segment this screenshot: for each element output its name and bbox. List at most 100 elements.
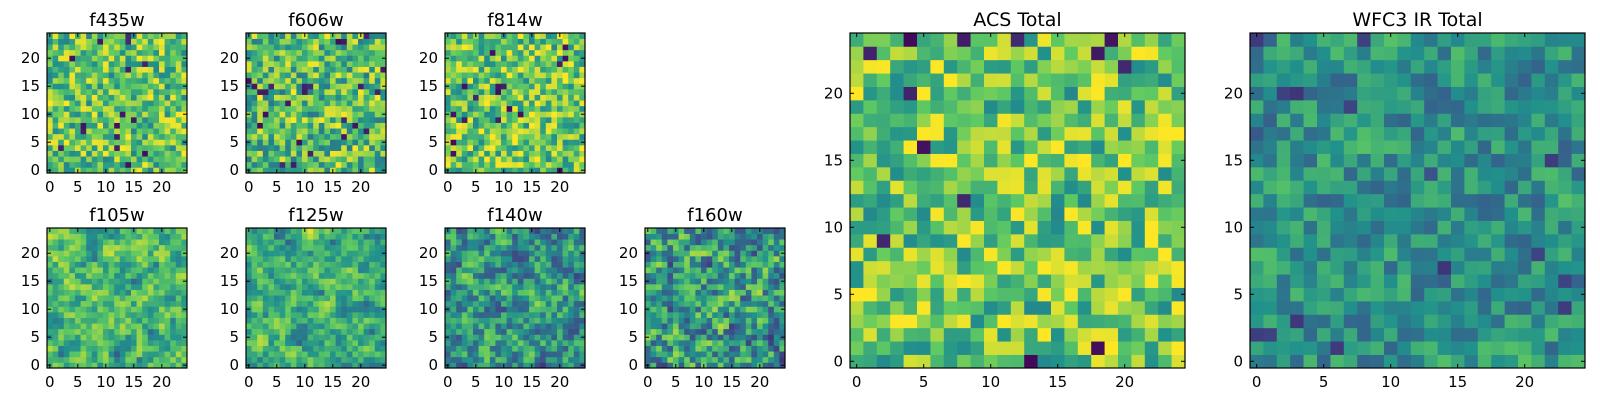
y-tick-label: 20 <box>220 244 239 262</box>
heatmap-cell <box>579 66 586 73</box>
heatmap-cell <box>461 267 468 274</box>
heatmap-cell <box>91 38 98 45</box>
heatmap-cell <box>131 345 137 352</box>
heatmap-cell <box>268 323 275 330</box>
heatmap-cell <box>257 244 264 251</box>
heatmap-cell <box>1091 180 1105 195</box>
heatmap-cell <box>346 256 353 262</box>
heatmap-cell <box>673 233 679 240</box>
heatmap-cell <box>650 362 657 369</box>
heatmap-cell <box>268 66 275 73</box>
heatmap-cell <box>1051 287 1065 302</box>
heatmap-cell <box>142 128 149 135</box>
heatmap-cell <box>142 83 149 90</box>
heatmap-cell <box>1064 153 1079 168</box>
heatmap-cell <box>262 94 269 101</box>
heatmap-cell <box>984 314 998 329</box>
heatmap-cell <box>164 323 171 330</box>
heatmap-cell <box>484 356 491 363</box>
heatmap-cell <box>930 287 945 302</box>
heatmap-cell <box>461 340 468 346</box>
heatmap-cell <box>114 323 121 330</box>
heatmap-cell <box>324 317 331 324</box>
heatmap-cell <box>285 94 292 101</box>
heatmap-cell <box>489 244 496 251</box>
heatmap-cell <box>773 323 780 330</box>
heatmap-cell <box>467 250 474 257</box>
heatmap-cell <box>573 244 580 251</box>
heatmap-cell <box>91 55 98 62</box>
heatmap-cell <box>175 61 182 67</box>
heatmap-cell <box>114 284 121 290</box>
heatmap-cell <box>358 133 364 140</box>
heatmap-cell <box>1118 274 1132 288</box>
heatmap-cell <box>58 233 65 240</box>
heatmap-cell <box>557 133 563 140</box>
heatmap-cell <box>667 284 674 290</box>
heatmap-cell <box>984 354 998 369</box>
heatmap-cell <box>762 295 769 302</box>
heatmap-cell <box>467 122 474 129</box>
heatmap-cell <box>723 345 730 352</box>
heatmap-cell <box>147 312 154 318</box>
axes-frame <box>245 32 387 174</box>
heatmap-cell <box>262 150 269 157</box>
heatmap-cell <box>517 328 524 335</box>
heatmap-cell <box>501 55 507 62</box>
heatmap-cell <box>108 61 115 67</box>
heatmap-cell <box>285 233 292 240</box>
heatmap-cell <box>573 323 580 330</box>
heatmap-cell <box>970 180 985 195</box>
heatmap-cell <box>274 250 280 257</box>
heatmap-cell <box>473 312 479 318</box>
heatmap-cell <box>341 38 348 45</box>
heatmap-cell <box>562 345 569 352</box>
heatmap-cell <box>307 55 314 62</box>
heatmap-cell <box>517 77 524 84</box>
heatmap-cell <box>341 328 348 335</box>
heatmap-cell <box>313 105 320 112</box>
heatmap-cell <box>529 323 535 330</box>
heatmap-cell <box>374 77 381 84</box>
heatmap-cell <box>930 234 945 248</box>
heatmap-cell <box>456 312 463 318</box>
heatmap-cell <box>473 156 479 163</box>
heatmap-cell <box>374 94 381 101</box>
heatmap-cell <box>374 111 381 118</box>
heatmap-cell <box>445 72 451 79</box>
heatmap-cell <box>501 295 507 302</box>
heatmap-cell <box>330 289 336 296</box>
heatmap-cell <box>467 83 474 90</box>
heatmap-cell <box>125 289 132 296</box>
heatmap-cell <box>290 278 297 285</box>
heatmap-cell <box>484 351 491 358</box>
heatmap-cell <box>573 100 580 107</box>
heatmap-cell <box>352 117 359 123</box>
heatmap-cell <box>740 289 747 296</box>
heatmap-cell <box>274 284 280 290</box>
heatmap-cell <box>251 351 258 358</box>
heatmap-cell <box>489 111 496 118</box>
heatmap-cell <box>517 239 524 246</box>
heatmap-cell <box>97 66 104 73</box>
heatmap-cell <box>153 72 160 79</box>
heatmap-cell <box>58 38 65 45</box>
heatmap-cell <box>757 345 763 352</box>
heatmap-cell <box>551 233 558 240</box>
heatmap-cell <box>302 83 308 90</box>
heatmap-cell <box>69 284 76 290</box>
heatmap-cell <box>142 272 149 279</box>
heatmap-cell <box>456 61 463 67</box>
heatmap-cell <box>52 278 59 285</box>
heatmap-cell <box>136 256 143 262</box>
heatmap-cell <box>262 61 269 67</box>
heatmap-cell <box>103 111 109 118</box>
heatmap-cell <box>540 351 547 358</box>
heatmap-cell <box>296 267 303 274</box>
heatmap-cell <box>358 272 364 279</box>
heatmap-cell <box>346 77 353 84</box>
heatmap-cell <box>75 267 81 274</box>
heatmap-cell <box>917 260 931 275</box>
heatmap-cell <box>661 334 668 341</box>
